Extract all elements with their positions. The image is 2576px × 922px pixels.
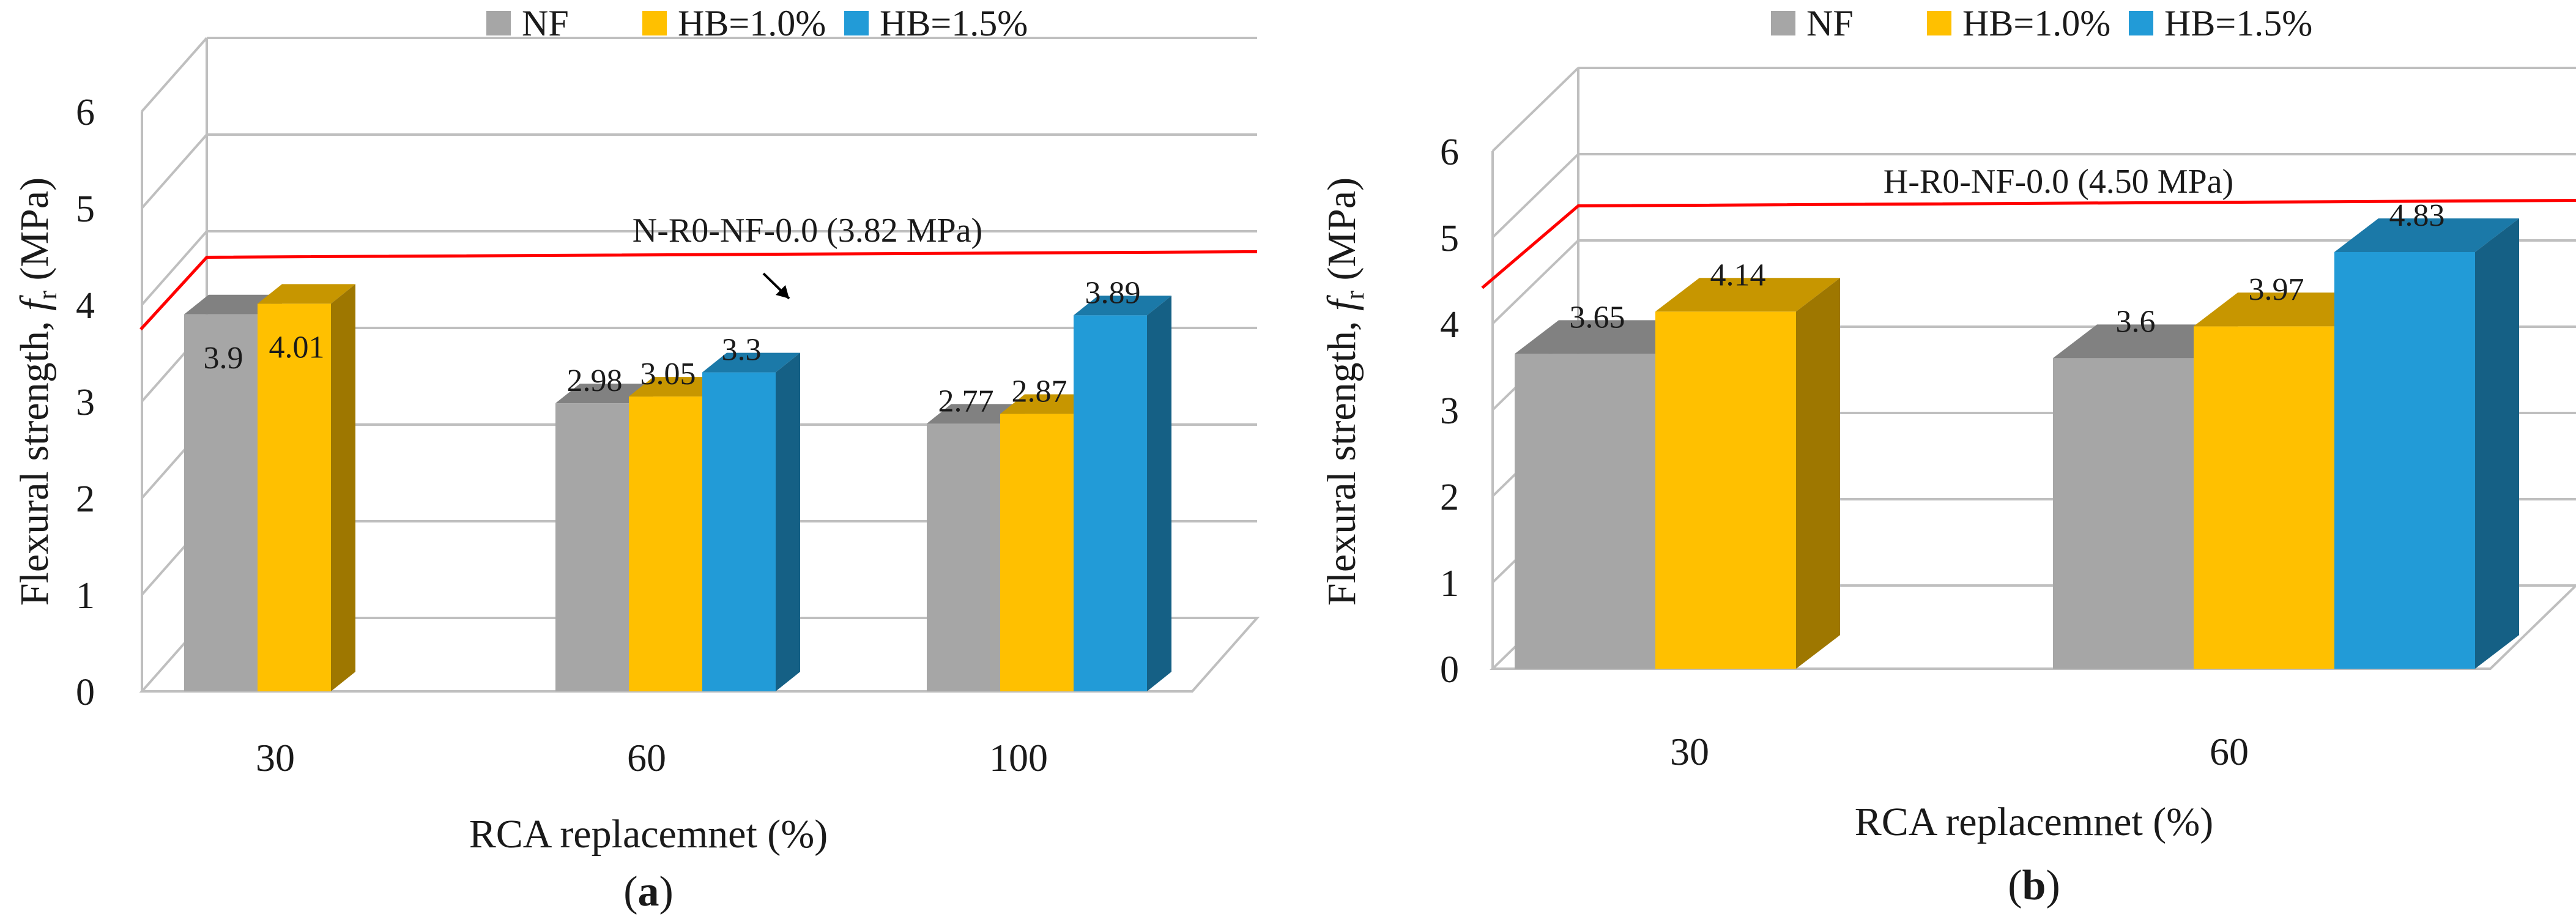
data-label: 4.83 — [2389, 198, 2445, 233]
bar — [2194, 326, 2334, 669]
legend-label: HB=1.5% — [2164, 3, 2312, 43]
legend-swatch — [642, 11, 667, 35]
x-axis-title: RCA replacemnet (%) — [1855, 800, 2213, 844]
bar — [1000, 414, 1074, 691]
data-label: 3.05 — [640, 357, 696, 392]
data-label: 2.77 — [938, 384, 994, 418]
gridline-side — [1491, 239, 1579, 325]
bar-side — [1147, 296, 1171, 691]
bar — [184, 314, 258, 691]
y-tick-label: 4 — [76, 285, 95, 327]
legend-label: HB=1.5% — [880, 3, 1028, 43]
data-label: 3.9 — [204, 341, 243, 376]
y-tick-label: 5 — [1440, 218, 1459, 259]
y-axis-title: Flexural strength, fr (MPa) — [1320, 177, 1370, 606]
data-label: 3.3 — [722, 333, 762, 368]
gridline-side — [141, 37, 208, 113]
bar — [1074, 315, 1147, 691]
y-tick-label: 2 — [76, 478, 95, 520]
bar — [2053, 358, 2194, 669]
bar-side — [2475, 218, 2519, 669]
y-tick-label: 0 — [76, 672, 95, 713]
y-axis-title-main: Flexural strength, — [1320, 311, 1364, 606]
bar-top — [2334, 218, 2519, 252]
bar — [927, 423, 1000, 691]
bar-top — [702, 352, 800, 373]
legend-label: NF — [1806, 3, 1854, 43]
legend-swatch — [1771, 11, 1795, 35]
bar-top — [258, 284, 355, 304]
gridline-side — [141, 230, 208, 306]
y-axis-title-subscript: r — [1340, 291, 1370, 300]
bar-top — [1515, 320, 1699, 354]
bar-top — [1655, 278, 1840, 312]
legend-label: HB=1.0% — [678, 3, 826, 43]
bar-top — [2053, 324, 2238, 359]
gridline-side — [141, 133, 208, 209]
data-label: 3.65 — [1570, 300, 1625, 335]
y-tick-label: 4 — [1440, 304, 1459, 346]
data-label: 3.89 — [1085, 275, 1141, 310]
reference-line — [1481, 199, 2576, 289]
y-tick-label: 3 — [1440, 390, 1459, 432]
bar-side — [776, 352, 800, 691]
x-tick-label: 60 — [2210, 730, 2249, 773]
legend-label: NF — [522, 3, 569, 43]
y-tick-label: 3 — [76, 382, 95, 423]
legend-swatch — [844, 11, 869, 35]
panel-label: (b) — [2008, 862, 2060, 909]
chart-panel-b: 0 1 2 3 4 5 6 3.65 4.14 30 3.6 3.97 4.83 60 H-R0-NF-0.… — [1320, 3, 2576, 909]
y-tick-label: 6 — [1440, 132, 1459, 173]
legend-swatch — [2129, 11, 2153, 35]
bar — [1515, 354, 1655, 669]
bar — [258, 303, 331, 691]
bar-side — [1796, 278, 1840, 669]
x-tick-label: 30 — [256, 736, 295, 779]
y-tick-label: 5 — [76, 188, 95, 230]
data-label: 3.6 — [2116, 304, 2156, 339]
legend-label: HB=1.0% — [1962, 3, 2110, 43]
reference-line-label: H-R0-NF-0.0 (4.50 MPa) — [1884, 163, 2233, 201]
y-tick-label: 0 — [1440, 649, 1459, 691]
bar — [555, 403, 629, 691]
chart-panel-a: 0 1 2 3 4 5 6 3.9 4.01 30 2.98 3.05 3.3 60 2.77 2.87 3.8… — [12, 3, 1260, 915]
data-label: 3.97 — [2249, 272, 2304, 307]
bar — [629, 396, 702, 691]
reference-line — [139, 250, 1258, 331]
legend-swatch — [486, 11, 511, 35]
x-tick-label: 100 — [989, 736, 1048, 779]
x-axis-title: RCA replacemnet (%) — [469, 812, 828, 857]
gridline-side — [1491, 153, 1579, 239]
x-tick-label: 30 — [1670, 730, 1709, 773]
data-label: 4.01 — [269, 330, 325, 365]
bar-top — [1074, 296, 1171, 316]
bar — [1655, 311, 1796, 669]
legend-swatch — [1927, 11, 1951, 35]
y-tick-label: 6 — [76, 92, 95, 133]
y-axis-title-main: Flexural strength, — [12, 311, 57, 606]
data-label: 2.98 — [567, 363, 623, 398]
y-axis-title-subscript: r — [32, 291, 62, 300]
y-axis-title-unit: (MPa) — [1320, 177, 1364, 291]
reference-line-label: N-R0-NF-0.0 (3.82 MPa) — [633, 212, 982, 250]
data-label: 2.87 — [1012, 374, 1067, 409]
y-axis-title: Flexural strength, fr (MPa) — [12, 177, 62, 606]
y-axis-title-unit: (MPa) — [12, 177, 57, 291]
bar-top — [2194, 292, 2378, 327]
gridline-side — [1491, 67, 1579, 152]
bar-side — [331, 284, 355, 691]
x-tick-label: 60 — [627, 736, 666, 779]
data-label: 4.14 — [1710, 258, 1766, 292]
panel-label: (a) — [623, 868, 674, 915]
arrow-head — [776, 285, 789, 299]
y-tick-label: 1 — [1440, 563, 1459, 604]
y-tick-label: 1 — [76, 575, 95, 617]
bar — [702, 372, 776, 691]
y-tick-label: 2 — [1440, 477, 1459, 518]
bar — [2334, 251, 2475, 669]
